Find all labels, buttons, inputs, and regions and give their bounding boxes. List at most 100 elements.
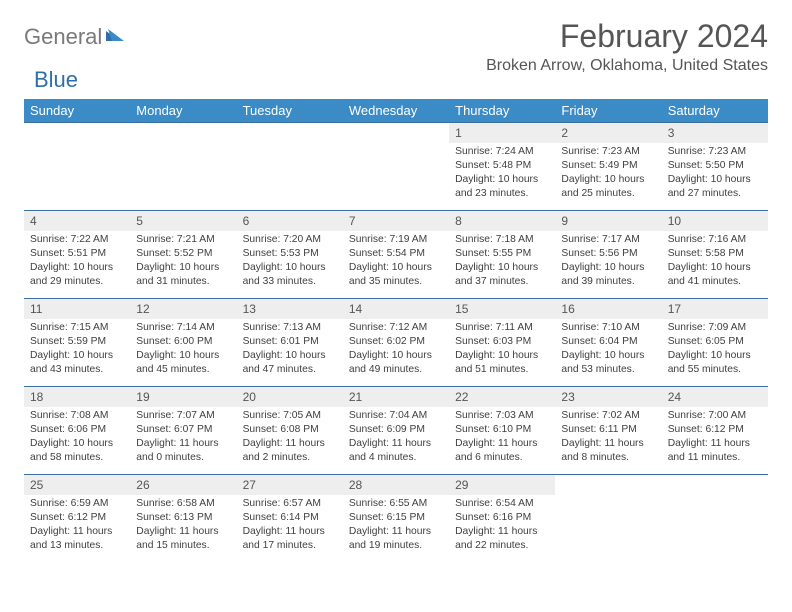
daylight-text: Daylight: 11 hours and 2 minutes.	[243, 437, 337, 465]
sunset-text: Sunset: 5:49 PM	[561, 159, 655, 173]
sunrise-text: Sunrise: 7:03 AM	[455, 409, 549, 423]
day-info: Sunrise: 7:19 AMSunset: 5:54 PMDaylight:…	[343, 231, 449, 293]
daylight-text: Daylight: 10 hours and 27 minutes.	[668, 173, 762, 201]
calendar-page: General February 2024 Broken Arrow, Okla…	[0, 0, 792, 581]
week-row: 25Sunrise: 6:59 AMSunset: 6:12 PMDayligh…	[24, 475, 768, 563]
day-cell: 17Sunrise: 7:09 AMSunset: 6:05 PMDayligh…	[662, 299, 768, 387]
sunset-text: Sunset: 5:59 PM	[30, 335, 124, 349]
daylight-text: Daylight: 10 hours and 53 minutes.	[561, 349, 655, 377]
sunrise-text: Sunrise: 7:00 AM	[668, 409, 762, 423]
dow-friday: Friday	[555, 99, 661, 123]
daylight-text: Daylight: 10 hours and 37 minutes.	[455, 261, 549, 289]
sunset-text: Sunset: 5:56 PM	[561, 247, 655, 261]
day-info: Sunrise: 7:20 AMSunset: 5:53 PMDaylight:…	[237, 231, 343, 293]
day-number: 10	[662, 211, 768, 231]
days-of-week-row: SundayMondayTuesdayWednesdayThursdayFrid…	[24, 99, 768, 123]
sunrise-text: Sunrise: 7:07 AM	[136, 409, 230, 423]
dow-thursday: Thursday	[449, 99, 555, 123]
sunset-text: Sunset: 6:13 PM	[136, 511, 230, 525]
sunset-text: Sunset: 6:04 PM	[561, 335, 655, 349]
day-info: Sunrise: 7:18 AMSunset: 5:55 PMDaylight:…	[449, 231, 555, 293]
dow-tuesday: Tuesday	[237, 99, 343, 123]
day-cell: 19Sunrise: 7:07 AMSunset: 6:07 PMDayligh…	[130, 387, 236, 475]
day-info: Sunrise: 7:00 AMSunset: 6:12 PMDaylight:…	[662, 407, 768, 469]
day-cell: 3Sunrise: 7:23 AMSunset: 5:50 PMDaylight…	[662, 123, 768, 211]
day-number: 5	[130, 211, 236, 231]
day-cell: 22Sunrise: 7:03 AMSunset: 6:10 PMDayligh…	[449, 387, 555, 475]
sunrise-text: Sunrise: 7:23 AM	[668, 145, 762, 159]
sunset-text: Sunset: 6:16 PM	[455, 511, 549, 525]
day-info: Sunrise: 7:03 AMSunset: 6:10 PMDaylight:…	[449, 407, 555, 469]
day-info: Sunrise: 6:55 AMSunset: 6:15 PMDaylight:…	[343, 495, 449, 557]
sunrise-text: Sunrise: 7:16 AM	[668, 233, 762, 247]
day-cell: 9Sunrise: 7:17 AMSunset: 5:56 PMDaylight…	[555, 211, 661, 299]
sunset-text: Sunset: 6:12 PM	[668, 423, 762, 437]
sunrise-text: Sunrise: 6:59 AM	[30, 497, 124, 511]
daylight-text: Daylight: 11 hours and 11 minutes.	[668, 437, 762, 465]
day-cell: 11Sunrise: 7:15 AMSunset: 5:59 PMDayligh…	[24, 299, 130, 387]
daylight-text: Daylight: 11 hours and 15 minutes.	[136, 525, 230, 553]
day-info: Sunrise: 7:16 AMSunset: 5:58 PMDaylight:…	[662, 231, 768, 293]
day-number: 18	[24, 387, 130, 407]
empty-cell	[24, 123, 130, 211]
sunset-text: Sunset: 6:03 PM	[455, 335, 549, 349]
sunrise-text: Sunrise: 7:11 AM	[455, 321, 549, 335]
day-number: 29	[449, 475, 555, 495]
day-cell: 4Sunrise: 7:22 AMSunset: 5:51 PMDaylight…	[24, 211, 130, 299]
daylight-text: Daylight: 10 hours and 58 minutes.	[30, 437, 124, 465]
sunrise-text: Sunrise: 7:23 AM	[561, 145, 655, 159]
day-number: 14	[343, 299, 449, 319]
daylight-text: Daylight: 10 hours and 29 minutes.	[30, 261, 124, 289]
sunrise-text: Sunrise: 6:54 AM	[455, 497, 549, 511]
sunset-text: Sunset: 5:50 PM	[668, 159, 762, 173]
day-cell: 29Sunrise: 6:54 AMSunset: 6:16 PMDayligh…	[449, 475, 555, 563]
day-info: Sunrise: 7:23 AMSunset: 5:49 PMDaylight:…	[555, 143, 661, 205]
empty-cell	[130, 123, 236, 211]
day-cell: 16Sunrise: 7:10 AMSunset: 6:04 PMDayligh…	[555, 299, 661, 387]
sunset-text: Sunset: 6:15 PM	[349, 511, 443, 525]
empty-cell	[555, 475, 661, 563]
day-info: Sunrise: 7:23 AMSunset: 5:50 PMDaylight:…	[662, 143, 768, 205]
week-row: 1Sunrise: 7:24 AMSunset: 5:48 PMDaylight…	[24, 123, 768, 211]
dow-monday: Monday	[130, 99, 236, 123]
day-cell: 1Sunrise: 7:24 AMSunset: 5:48 PMDaylight…	[449, 123, 555, 211]
day-info: Sunrise: 7:11 AMSunset: 6:03 PMDaylight:…	[449, 319, 555, 381]
sunrise-text: Sunrise: 7:17 AM	[561, 233, 655, 247]
calendar-body: 1Sunrise: 7:24 AMSunset: 5:48 PMDaylight…	[24, 123, 768, 563]
sunset-text: Sunset: 6:11 PM	[561, 423, 655, 437]
day-number: 28	[343, 475, 449, 495]
sunrise-text: Sunrise: 7:22 AM	[30, 233, 124, 247]
sunrise-text: Sunrise: 7:24 AM	[455, 145, 549, 159]
day-info: Sunrise: 6:58 AMSunset: 6:13 PMDaylight:…	[130, 495, 236, 557]
daylight-text: Daylight: 10 hours and 33 minutes.	[243, 261, 337, 289]
daylight-text: Daylight: 10 hours and 51 minutes.	[455, 349, 549, 377]
day-cell: 18Sunrise: 7:08 AMSunset: 6:06 PMDayligh…	[24, 387, 130, 475]
daylight-text: Daylight: 11 hours and 19 minutes.	[349, 525, 443, 553]
daylight-text: Daylight: 11 hours and 6 minutes.	[455, 437, 549, 465]
sunset-text: Sunset: 6:09 PM	[349, 423, 443, 437]
daylight-text: Daylight: 10 hours and 35 minutes.	[349, 261, 443, 289]
day-info: Sunrise: 6:57 AMSunset: 6:14 PMDaylight:…	[237, 495, 343, 557]
day-number: 9	[555, 211, 661, 231]
empty-cell	[343, 123, 449, 211]
daylight-text: Daylight: 10 hours and 41 minutes.	[668, 261, 762, 289]
daylight-text: Daylight: 11 hours and 0 minutes.	[136, 437, 230, 465]
day-number: 2	[555, 123, 661, 143]
day-cell: 21Sunrise: 7:04 AMSunset: 6:09 PMDayligh…	[343, 387, 449, 475]
day-info: Sunrise: 7:09 AMSunset: 6:05 PMDaylight:…	[662, 319, 768, 381]
day-number: 15	[449, 299, 555, 319]
sunset-text: Sunset: 6:00 PM	[136, 335, 230, 349]
sunset-text: Sunset: 5:54 PM	[349, 247, 443, 261]
day-cell: 5Sunrise: 7:21 AMSunset: 5:52 PMDaylight…	[130, 211, 236, 299]
day-cell: 28Sunrise: 6:55 AMSunset: 6:15 PMDayligh…	[343, 475, 449, 563]
daylight-text: Daylight: 10 hours and 43 minutes.	[30, 349, 124, 377]
day-number: 16	[555, 299, 661, 319]
sunrise-text: Sunrise: 7:02 AM	[561, 409, 655, 423]
calendar-table: SundayMondayTuesdayWednesdayThursdayFrid…	[24, 99, 768, 563]
day-info: Sunrise: 7:21 AMSunset: 5:52 PMDaylight:…	[130, 231, 236, 293]
dow-saturday: Saturday	[662, 99, 768, 123]
day-number: 24	[662, 387, 768, 407]
sunset-text: Sunset: 6:07 PM	[136, 423, 230, 437]
day-cell: 27Sunrise: 6:57 AMSunset: 6:14 PMDayligh…	[237, 475, 343, 563]
sunrise-text: Sunrise: 7:05 AM	[243, 409, 337, 423]
